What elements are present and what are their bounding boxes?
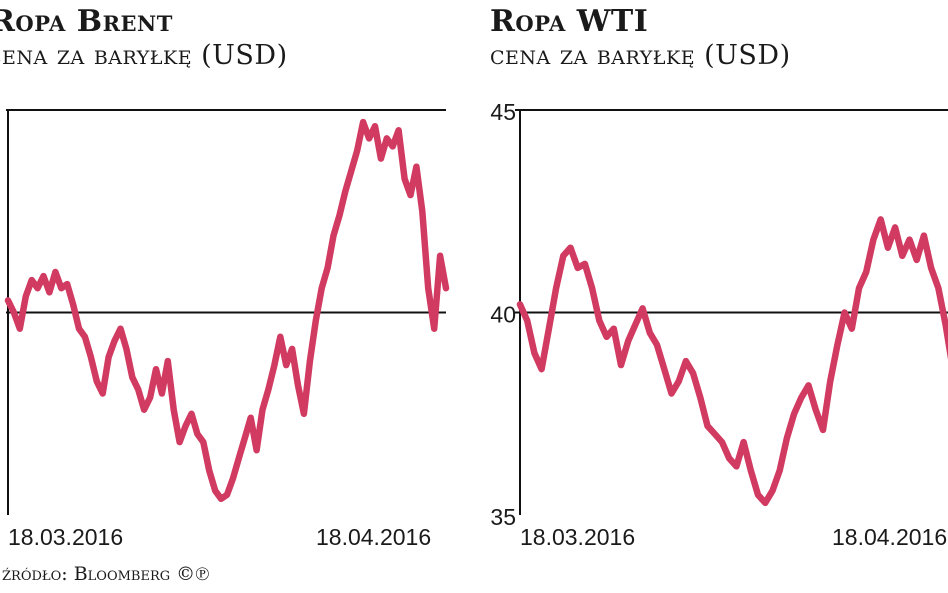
brent-xtick-label: 18.04.2016 <box>316 524 431 550</box>
wti-plot: 35 40 45 18.03.2016 18.04.2016 <box>490 99 948 550</box>
wti-chart-subtitle: cena za baryłkę (USD) <box>490 40 791 71</box>
brent-chart-subtitle: cena za baryłkę (USD) <box>0 40 288 71</box>
brent-chart-title: Ropa Brent <box>0 4 173 39</box>
wti-xtick-label: 18.04.2016 <box>832 524 947 550</box>
wti-xtick-label: 18.03.2016 <box>520 524 635 550</box>
wti-chart-title: Ropa WTI <box>490 4 649 39</box>
brent-xtick-label: 18.03.2016 <box>8 524 123 550</box>
wti-ytick-label: 35 <box>490 504 516 530</box>
wti-price-line <box>516 216 948 507</box>
wti-ytick-label: 40 <box>490 302 516 328</box>
brent-price-line <box>4 118 450 503</box>
wti-ytick-label: 45 <box>490 99 516 125</box>
brent-plot: 18.03.2016 18.04.2016 <box>4 109 450 550</box>
source-note: źródło: Bloomberg ©℗ <box>2 563 210 585</box>
